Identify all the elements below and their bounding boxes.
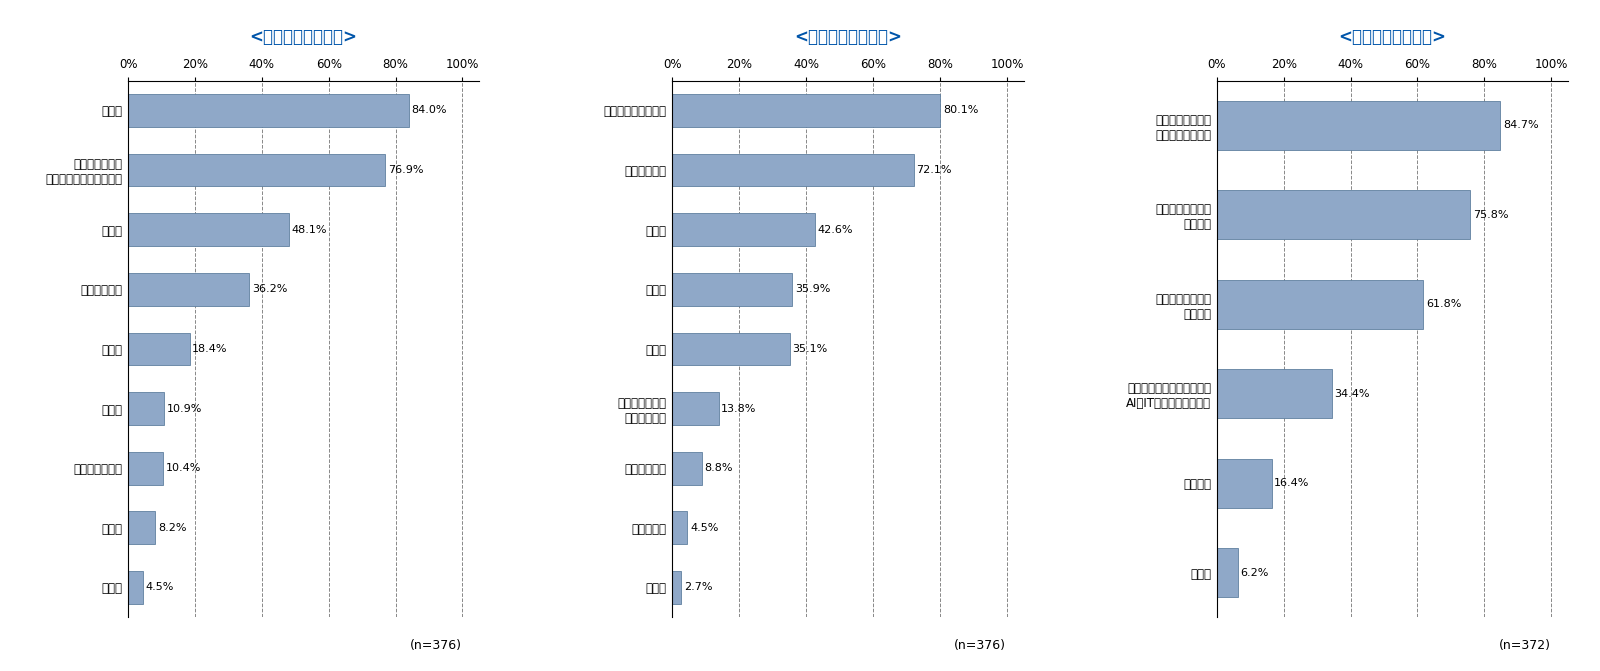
Text: 10.4%: 10.4%	[165, 463, 202, 473]
Bar	[672, 213, 814, 246]
Bar	[128, 94, 410, 127]
Bar	[672, 392, 718, 425]
Text: 75.8%: 75.8%	[1474, 210, 1509, 219]
Bar	[128, 273, 250, 306]
Text: 80.1%: 80.1%	[942, 105, 978, 115]
Text: 6.2%: 6.2%	[1240, 568, 1269, 578]
Bar	[128, 452, 163, 484]
Text: 42.6%: 42.6%	[818, 225, 853, 235]
Text: 72.1%: 72.1%	[917, 165, 952, 175]
Text: 61.8%: 61.8%	[1426, 299, 1461, 309]
Bar	[128, 392, 165, 425]
Title: <特に期待する資質>: <特に期待する資質>	[250, 28, 358, 46]
Text: 13.8%: 13.8%	[722, 403, 757, 413]
Title: <特に期待する能力>: <特に期待する能力>	[794, 28, 902, 46]
Text: 35.1%: 35.1%	[792, 344, 827, 354]
Title: <特に期待する知識>: <特に期待する知識>	[1338, 28, 1446, 46]
Bar	[1216, 280, 1424, 329]
Bar	[672, 571, 682, 604]
Bar	[672, 154, 914, 187]
Text: 34.4%: 34.4%	[1334, 389, 1370, 399]
Bar	[128, 213, 290, 246]
Bar	[1216, 369, 1331, 418]
Bar	[128, 154, 386, 187]
Bar	[672, 333, 790, 365]
Text: 48.1%: 48.1%	[291, 225, 326, 235]
Text: 8.2%: 8.2%	[158, 523, 187, 533]
Text: 76.9%: 76.9%	[387, 165, 424, 175]
Bar	[672, 273, 792, 306]
Text: (n=376): (n=376)	[410, 639, 462, 652]
Bar	[1216, 190, 1470, 240]
Text: 16.4%: 16.4%	[1274, 478, 1310, 488]
Bar	[1216, 458, 1272, 508]
Text: 10.9%: 10.9%	[166, 403, 203, 413]
Text: 8.8%: 8.8%	[704, 463, 733, 473]
Text: (n=372): (n=372)	[1499, 639, 1550, 652]
Bar	[672, 94, 941, 127]
Text: 84.7%: 84.7%	[1502, 120, 1538, 130]
Text: 18.4%: 18.4%	[192, 344, 227, 354]
Bar	[1216, 101, 1501, 150]
Text: 36.2%: 36.2%	[251, 285, 286, 295]
Text: 4.5%: 4.5%	[146, 582, 174, 592]
Bar	[672, 452, 702, 484]
Bar	[128, 511, 155, 544]
Text: (n=376): (n=376)	[954, 639, 1006, 652]
Text: 84.0%: 84.0%	[411, 105, 446, 115]
Bar	[128, 333, 189, 365]
Bar	[1216, 548, 1237, 597]
Text: 4.5%: 4.5%	[690, 523, 718, 533]
Text: 2.7%: 2.7%	[685, 582, 712, 592]
Bar	[672, 511, 688, 544]
Text: 35.9%: 35.9%	[795, 285, 830, 295]
Bar	[128, 571, 142, 604]
